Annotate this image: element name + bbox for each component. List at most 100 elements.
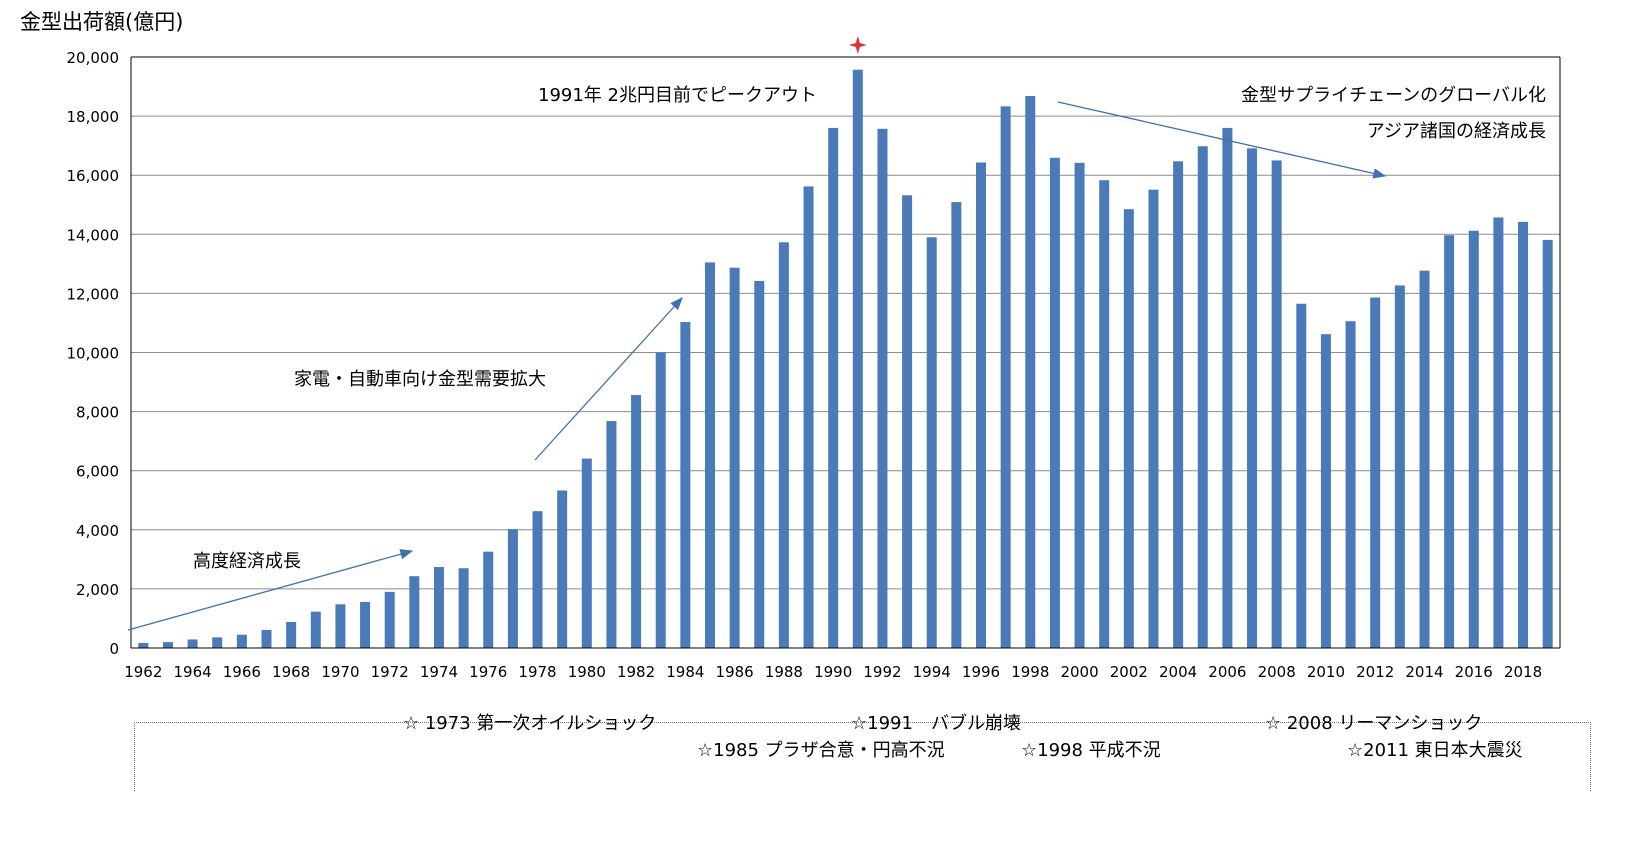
event-2011: ☆2011 東日本大震災	[1347, 740, 1523, 761]
bar-1967	[261, 629, 272, 648]
bar-2001	[1099, 180, 1110, 648]
arrow-high-growth	[127, 549, 414, 631]
x-tick-label: 2010	[1307, 663, 1345, 681]
y-tick-label: 16,000	[67, 167, 120, 185]
bar-1972	[384, 591, 395, 648]
bar-1996	[976, 162, 987, 648]
bar-1973	[409, 576, 420, 648]
x-tick-label: 1996	[962, 663, 1000, 681]
bar-1985	[704, 262, 715, 648]
bar-2018	[1518, 221, 1529, 648]
x-tick-label: 1990	[814, 663, 852, 681]
x-tick-label: 2014	[1405, 663, 1443, 681]
bar-1988	[778, 242, 789, 648]
x-tick-label: 2002	[1110, 663, 1148, 681]
bar-1976	[483, 551, 494, 648]
x-tick-label: 2016	[1455, 663, 1493, 681]
annotation-globalization: 金型サプライチェーンのグローバル化	[1241, 85, 1546, 106]
x-tick-label: 1978	[518, 663, 556, 681]
bar-2014	[1419, 270, 1430, 648]
x-tick-label: 2018	[1504, 663, 1542, 681]
bar-1987	[754, 280, 765, 648]
bar-2002	[1123, 209, 1134, 648]
x-tick-label: 1962	[124, 663, 162, 681]
bar-1964	[187, 639, 198, 648]
bar-2006	[1222, 127, 1233, 649]
bar-1994	[926, 237, 937, 648]
y-tick-label: 12,000	[67, 285, 120, 303]
bar-1992	[877, 128, 888, 648]
bar-1979	[557, 490, 568, 648]
bar-1962	[138, 642, 149, 648]
x-tick-label: 2006	[1208, 663, 1246, 681]
x-tick-label: 1994	[913, 663, 951, 681]
event-1973: ☆ 1973 第一次オイルショック	[403, 713, 657, 734]
bar-1980	[581, 458, 592, 648]
bar-1977	[507, 529, 518, 648]
bar-2003	[1148, 189, 1159, 648]
bar-1968	[286, 621, 297, 648]
chart-title: 金型出荷額(億円)	[20, 10, 184, 34]
bar-2015	[1444, 235, 1455, 648]
bar-2005	[1197, 146, 1208, 648]
bar-2012	[1370, 297, 1381, 648]
event-1991: ☆1991 バブル崩壊	[851, 713, 1021, 734]
bar-1982	[631, 395, 642, 648]
bar-1971	[360, 601, 371, 648]
peak-star-icon	[848, 36, 867, 54]
x-tick-label: 1972	[371, 663, 409, 681]
bar-1965	[212, 637, 223, 648]
arrow-globalization	[1057, 101, 1387, 179]
bar-1978	[532, 511, 543, 648]
x-tick-label: 1982	[617, 663, 655, 681]
x-tick-label: 1970	[321, 663, 359, 681]
bar-1984	[680, 322, 691, 648]
x-tick-label: 2008	[1258, 663, 1296, 681]
bar-2011	[1345, 321, 1356, 648]
bar-2013	[1394, 285, 1405, 648]
x-tick-label: 2012	[1356, 663, 1394, 681]
x-tick-label: 1968	[272, 663, 310, 681]
bar-1989	[803, 186, 814, 648]
bar-2007	[1247, 148, 1258, 648]
arrow-demand-expansion	[534, 297, 683, 461]
bar-2008	[1271, 160, 1282, 649]
bar-1986	[729, 267, 740, 648]
bar-1983	[655, 352, 666, 648]
event-1998: ☆1998 平成不況	[1021, 740, 1161, 761]
bar-1963	[162, 642, 173, 648]
y-tick-label: 8,000	[76, 404, 119, 422]
annotation-high-growth: 高度経済成長	[193, 551, 301, 572]
x-tick-label: 1986	[716, 663, 754, 681]
y-tick-label: 18,000	[67, 108, 120, 126]
bar-2017	[1493, 217, 1504, 649]
bar-1974	[433, 567, 444, 648]
events-box: ☆ 1973 第一次オイルショック ☆1985 プラザ合意・円高不況 ☆1991…	[134, 713, 1591, 791]
y-tick-label: 6,000	[76, 463, 119, 481]
bar-2016	[1468, 230, 1479, 648]
bar-2010	[1320, 334, 1331, 648]
x-tick-label: 1974	[420, 663, 458, 681]
bar-2009	[1296, 303, 1307, 648]
bar-2019	[1542, 239, 1553, 649]
x-tick-label: 1998	[1011, 663, 1049, 681]
y-tick-label: 10,000	[67, 345, 120, 363]
bar-1993	[902, 195, 913, 648]
bar-1999	[1049, 157, 1060, 648]
event-1985: ☆1985 プラザ合意・円高不況	[697, 740, 945, 761]
y-tick-label: 20,000	[67, 49, 120, 67]
bar-1966	[236, 634, 247, 648]
y-tick-label: 4,000	[76, 522, 119, 540]
y-tick-label: 2,000	[76, 581, 119, 599]
x-tick-label: 1984	[666, 663, 704, 681]
x-tick-label: 2004	[1159, 663, 1197, 681]
x-tick-label: 1976	[469, 663, 507, 681]
bar-2000	[1074, 162, 1085, 648]
x-tick-label: 1992	[863, 663, 901, 681]
x-tick-label: 1964	[174, 663, 212, 681]
bar-1975	[458, 568, 469, 648]
annotation-asia-growth: アジア諸国の経済成長	[1367, 121, 1546, 142]
bar-2004	[1173, 161, 1184, 648]
bar-1969	[310, 611, 321, 648]
